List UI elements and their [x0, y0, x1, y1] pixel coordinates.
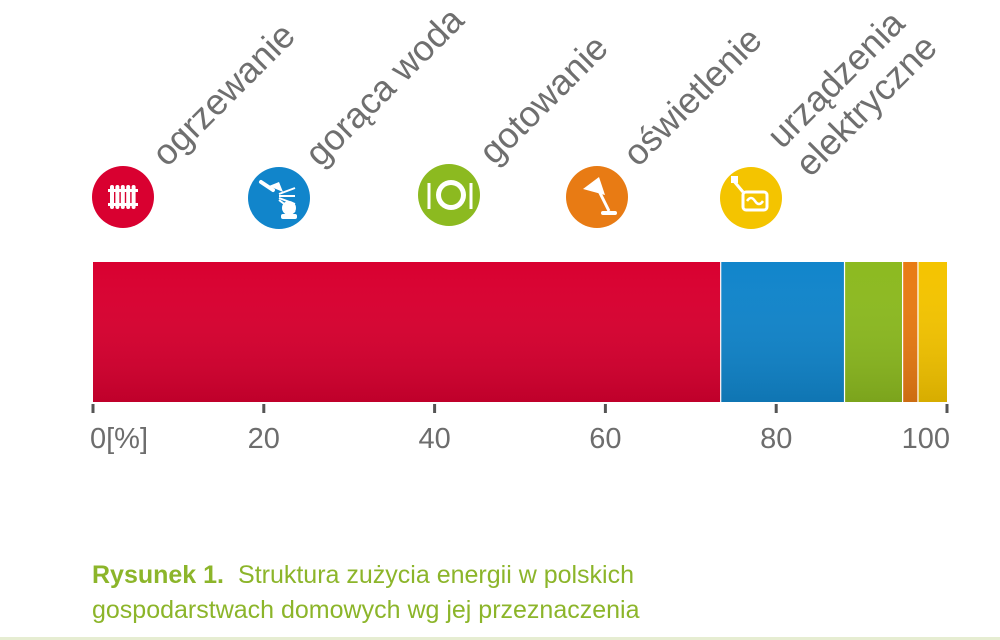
bar-segment-shade-1 — [93, 262, 721, 402]
x-axis: 0[%] 20 40 60 80 100 — [90, 404, 950, 455]
category-label-3: gotowanie — [471, 27, 616, 172]
stacked-bar — [93, 262, 947, 402]
category-label-text: gorąca woda — [297, 0, 472, 174]
caption-line-1: Struktura zużycia energii w polskich — [238, 561, 635, 589]
category-label-text: oświetlenie — [615, 19, 770, 174]
x-tick-label: 80 — [760, 423, 792, 455]
x-tick-label: 100 — [902, 423, 950, 455]
category-label-text: gotowanie — [471, 27, 616, 172]
x-tick-label: 60 — [589, 423, 621, 455]
divider — [0, 637, 1000, 640]
plug-appliance-icon — [720, 167, 782, 229]
plate-cutlery-icon — [418, 164, 480, 226]
category-label-4: oświetlenie — [615, 19, 770, 174]
bar-segment-shade-5 — [917, 262, 947, 402]
x-tick-label: 0[%] — [90, 423, 148, 455]
lamp-icon — [566, 166, 628, 228]
bar-segment-shade-4 — [902, 262, 918, 402]
caption-line-2: gospodarstwach domowych wg jej przeznacz… — [92, 596, 640, 624]
shower-icon — [248, 167, 310, 229]
radiator-icon — [92, 166, 154, 228]
category-icons — [92, 164, 782, 229]
category-label-2: gorąca woda — [297, 0, 472, 174]
bar-segment-shade-2 — [720, 262, 845, 402]
caption-label: Rysunek 1. — [92, 561, 225, 589]
figure-caption: Rysunek 1. Struktura zużycia energii w po… — [92, 558, 972, 628]
x-tick-label: 20 — [248, 423, 280, 455]
category-label-1: ogrzewanie — [144, 14, 303, 173]
category-label-text: ogrzewanie — [144, 14, 303, 173]
x-tick-label: 40 — [418, 423, 450, 455]
bar-segment-shade-3 — [844, 262, 903, 402]
